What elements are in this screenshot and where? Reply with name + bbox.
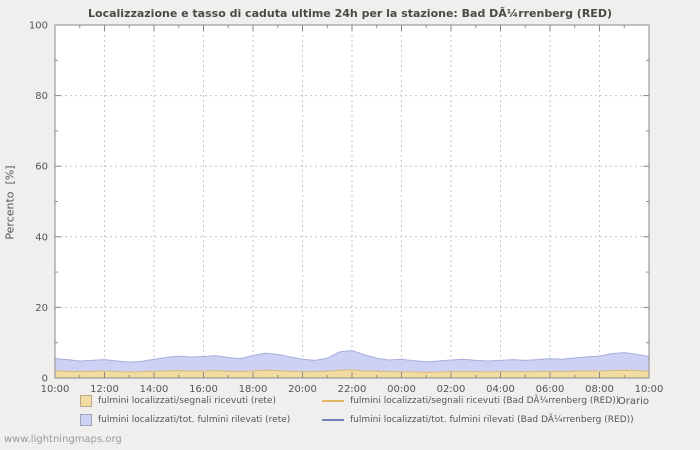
svg-text:10:00: 10:00 [635, 384, 664, 395]
svg-text:18:00: 18:00 [239, 384, 268, 395]
chart-svg: 0 20 40 60 80 100 10:00 12:00 14:00 16:00 18:00 20:… [29, 21, 664, 396]
legend-swatch-station-total [322, 419, 344, 421]
legend-label-station-total: fulmini localizzati/tot. fulmini rilevat… [350, 415, 634, 425]
legend-item-station-signals: fulmini localizzati/segnali ricevuti (Ba… [322, 395, 619, 407]
svg-text:60: 60 [35, 162, 48, 173]
svg-text:00:00: 00:00 [387, 384, 416, 395]
watermark-text: www.lightningmaps.org [4, 434, 122, 445]
svg-text:100: 100 [29, 21, 48, 32]
legend-item-net-total: fulmini localizzati/tot. fulmini rilevat… [80, 414, 290, 426]
svg-text:10:00: 10:00 [41, 384, 70, 395]
svg-text:02:00: 02:00 [437, 384, 466, 395]
legend-swatch-net-total [80, 414, 92, 426]
chart-title: Localizzazione e tasso di caduta ultime … [88, 7, 612, 20]
svg-text:04:00: 04:00 [486, 384, 515, 395]
svg-text:0: 0 [42, 374, 48, 385]
x-axis-title: Orario [617, 396, 649, 407]
legend-item-station-total: fulmini localizzati/tot. fulmini rilevat… [322, 414, 634, 426]
legend-item-net-signals: fulmini localizzati/segnali ricevuti (re… [80, 395, 276, 407]
legend-label-net-total: fulmini localizzati/tot. fulmini rilevat… [98, 415, 291, 425]
legend-label-station-signals: fulmini localizzati/segnali ricevuti (Ba… [350, 396, 620, 406]
svg-text:22:00: 22:00 [338, 384, 367, 395]
svg-text:06:00: 06:00 [536, 384, 565, 395]
legend-label-net-signals: fulmini localizzati/segnali ricevuti (re… [98, 396, 276, 406]
svg-text:20:00: 20:00 [288, 384, 317, 395]
svg-text:40: 40 [35, 232, 48, 243]
svg-text:08:00: 08:00 [585, 384, 614, 395]
svg-text:80: 80 [35, 91, 48, 102]
legend-swatch-net-signals [80, 395, 92, 407]
svg-text:14:00: 14:00 [140, 384, 169, 395]
svg-text:16:00: 16:00 [189, 384, 218, 395]
svg-text:20: 20 [35, 303, 48, 314]
legend-swatch-station-signals [322, 400, 344, 402]
svg-text:12:00: 12:00 [90, 384, 119, 395]
